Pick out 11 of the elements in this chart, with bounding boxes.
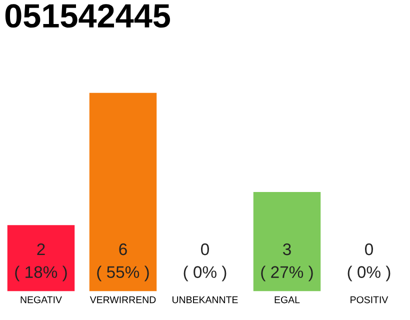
- data-label: 0 ( 0% ): [348, 243, 390, 282]
- x-tick-label: VERWIRREND: [90, 296, 156, 304]
- x-tick-label: POSITIV: [350, 296, 388, 304]
- data-label: 6 ( 55% ): [97, 243, 149, 282]
- x-tick-label: UNBEKANNTE: [172, 296, 238, 304]
- x-tick-label: EGAL: [274, 296, 300, 304]
- chart-title: 051542445: [5, 4, 170, 28]
- data-label: 2 ( 18% ): [15, 243, 67, 282]
- x-tick-label: NEGATIV: [20, 296, 62, 304]
- data-label: 0 ( 0% ): [184, 243, 226, 282]
- data-label: 3 ( 27% ): [261, 243, 313, 282]
